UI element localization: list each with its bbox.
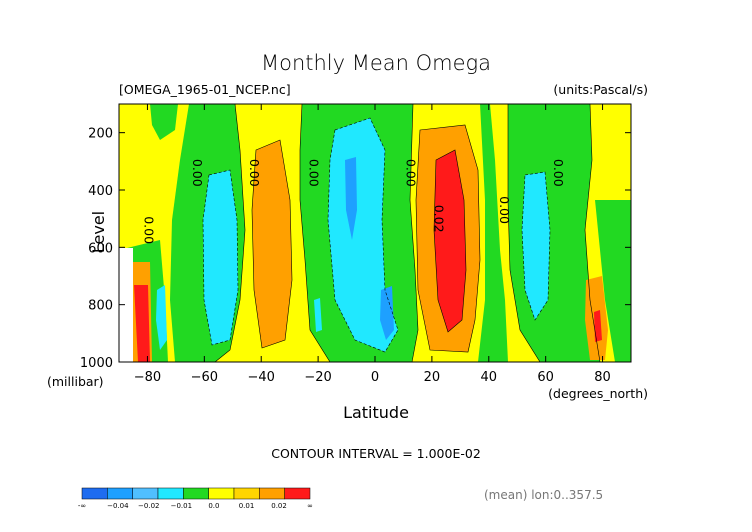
x-axis: −80 −60 −40 −20 0 20 40 60 80 (134, 104, 611, 385)
contour-label: 0.00 (307, 159, 322, 187)
colorbar-swatch (107, 487, 133, 500)
colorbar-swatch (208, 487, 235, 500)
x-tick-label: 60 (537, 370, 554, 385)
green-region (150, 104, 178, 140)
contour-label: 0.00 (497, 196, 512, 224)
x-tick-label: 80 (594, 370, 611, 385)
y-axis: 1000 800 600 400 200 (80, 127, 631, 371)
x-tick-label: −60 (191, 370, 218, 385)
colorbar-label: -∞ (78, 502, 86, 510)
cyan-region (203, 170, 238, 345)
x-axis-units: (degrees_north) (548, 386, 648, 401)
y-tick-label: 600 (88, 241, 113, 256)
contour-lines (189, 104, 601, 362)
file-label: [OMEGA_1965-01_NCEP.nc] (119, 82, 291, 97)
contour-label: 0.00 (551, 159, 566, 187)
colorbar-label: −0.02 (138, 502, 159, 510)
footer-mean-label: (mean) lon:0..357.5 (484, 488, 603, 502)
x-tick-label: −20 (304, 370, 331, 385)
contour-label: 0.00 (247, 159, 262, 187)
x-tick-label: 0 (371, 370, 379, 385)
colorbar-swatch (183, 487, 209, 500)
red-region (434, 150, 466, 332)
red-region (134, 285, 150, 362)
cyan-region (522, 172, 550, 320)
colorbar-swatch (284, 487, 311, 500)
colorbar-swatch (81, 487, 108, 500)
blue-region (380, 286, 394, 340)
cyan-region (156, 285, 167, 350)
orange-region (252, 140, 292, 348)
contour-label: 0.02 (432, 205, 447, 233)
colorbar-label: −0.04 (107, 502, 129, 510)
units-label: (units:Pascal/s) (553, 82, 648, 97)
colorbar-swatch (233, 487, 260, 500)
colorbar-label: 0.0 (208, 502, 219, 510)
plot-area (118, 103, 632, 363)
colorbar-label: ∞ (307, 502, 313, 510)
red-region (594, 310, 602, 342)
contour-label: 0.00 (403, 159, 418, 187)
y-tick-label: 800 (88, 299, 113, 314)
y-axis-title: Level (89, 211, 108, 253)
y-axis-units: (millibar) (47, 374, 104, 389)
contour-labels: 0.00 0.00 0.00 0.00 0.00 0.02 0.00 0.00 (142, 159, 567, 244)
colorbar-label: −0.01 (171, 502, 192, 510)
x-tick-label: 40 (481, 370, 498, 385)
blue-region (345, 157, 357, 240)
contour-label: 0.00 (142, 216, 157, 244)
colorbar: -∞ −0.04 −0.02 −0.01 0.0 0.01 0.02 ∞ (78, 487, 313, 510)
colorbar-swatch (157, 487, 184, 500)
missing-data-region (119, 248, 133, 362)
y-tick-label: 1000 (80, 356, 113, 371)
contour-interval-label: CONTOUR INTERVAL = 1.000E-02 (271, 446, 481, 461)
chart-title: Monthly Mean Omega (261, 51, 491, 75)
colorbar-label: 0.02 (271, 502, 287, 510)
colorbar-label: 0.01 (239, 502, 255, 510)
x-axis-title: Latitude (343, 403, 409, 422)
cyan-region (314, 298, 322, 332)
green-region (595, 200, 631, 362)
x-tick-label: 20 (424, 370, 441, 385)
y-tick-label: 400 (88, 184, 113, 199)
colorbar-swatch (132, 487, 159, 500)
x-tick-label: −40 (248, 370, 275, 385)
green-region (478, 104, 508, 362)
x-tick-label: −80 (134, 370, 161, 385)
contour-label: 0.00 (190, 159, 205, 187)
y-tick-label: 200 (88, 127, 113, 142)
colorbar-swatch (259, 487, 285, 500)
